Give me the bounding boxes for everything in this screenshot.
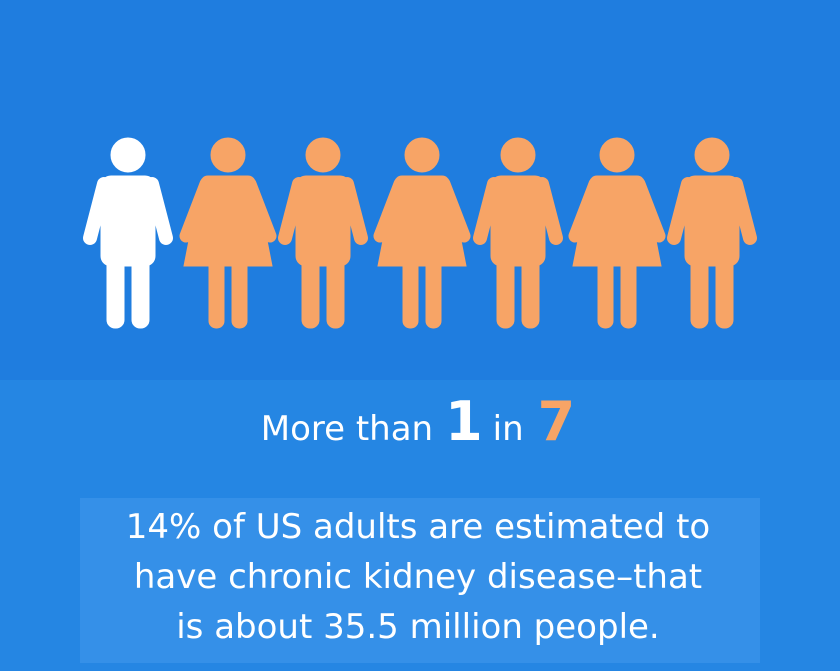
headline-prefix: More than: [261, 409, 433, 449]
headline-middle: in: [493, 409, 524, 449]
body-line: have chronic kidney disease–that: [134, 557, 702, 597]
body-box: [80, 498, 760, 663]
headline-numerator: 1: [445, 390, 483, 453]
body-line: is about 35.5 million people.: [176, 607, 660, 647]
headline-denominator: 7: [538, 390, 576, 453]
body-text: 14% of US adults are estimated to have c…: [126, 507, 710, 647]
body-line: 14% of US adults are estimated to: [126, 507, 710, 547]
headline: More than 1 in 7: [261, 390, 576, 453]
